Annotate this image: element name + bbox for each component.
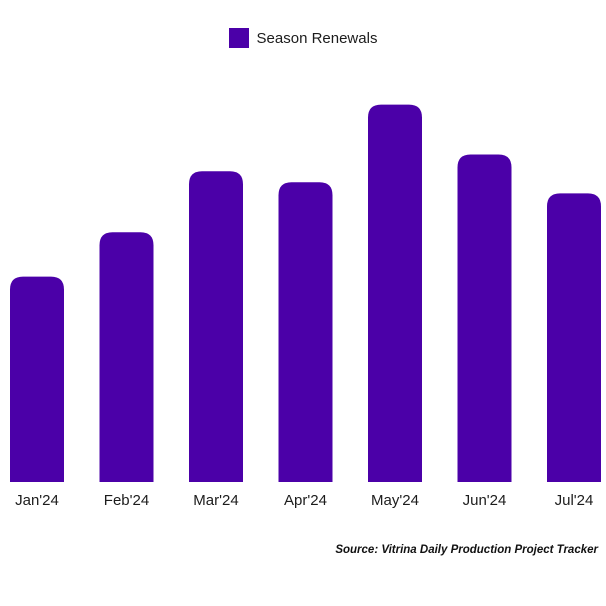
bar-jan-24: [10, 276, 64, 482]
bar-apr-24: [278, 182, 333, 483]
bar-feb-24: [99, 232, 154, 482]
bar-jun-24: [457, 154, 512, 483]
legend-label: Season Renewals: [256, 29, 378, 47]
bars-group: [10, 104, 601, 483]
bar-mar-24: [189, 171, 243, 482]
source-note: Source: Vitrina Daily Production Project…: [335, 544, 598, 556]
legend-swatch: [228, 28, 249, 48]
x-tick-label: Apr'24: [284, 492, 327, 509]
x-tick-label: Jul'24: [555, 492, 594, 509]
x-tick-label: Mar'24: [193, 492, 238, 509]
x-tick-label: Feb'24: [104, 492, 149, 509]
x-axis-ticks: Jan'24 Feb'24 Mar'24 Apr'24 May'24 Jun'24 Jul'…: [15, 492, 593, 509]
chart-legend: Season Renewals: [0, 28, 606, 48]
bar-may-24: [368, 104, 422, 482]
x-tick-label: May'24: [371, 492, 419, 509]
bar-jul-24: [547, 193, 601, 482]
x-tick-label: Jun'24: [463, 492, 507, 509]
x-tick-label: Jan'24: [15, 492, 59, 509]
